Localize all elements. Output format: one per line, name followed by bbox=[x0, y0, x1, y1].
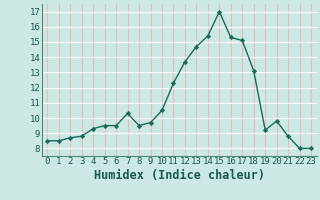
X-axis label: Humidex (Indice chaleur): Humidex (Indice chaleur) bbox=[94, 169, 265, 182]
